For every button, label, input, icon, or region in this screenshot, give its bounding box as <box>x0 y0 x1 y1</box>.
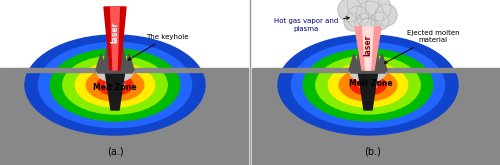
Polygon shape <box>105 70 125 110</box>
Ellipse shape <box>359 80 377 90</box>
Circle shape <box>375 4 397 26</box>
Polygon shape <box>102 48 112 73</box>
Ellipse shape <box>303 49 433 121</box>
Text: laser: laser <box>110 21 120 43</box>
Text: (b.): (b.) <box>364 147 382 157</box>
Polygon shape <box>110 7 120 70</box>
Polygon shape <box>371 48 381 73</box>
Text: Ejected molten
material: Ejected molten material <box>384 31 460 63</box>
Circle shape <box>359 18 377 36</box>
Ellipse shape <box>63 56 167 114</box>
Bar <box>252 70 500 165</box>
Ellipse shape <box>350 75 386 95</box>
Text: Melt Zone: Melt Zone <box>349 80 393 88</box>
Polygon shape <box>358 70 378 110</box>
Ellipse shape <box>364 83 372 87</box>
Circle shape <box>356 1 384 29</box>
Polygon shape <box>363 27 373 70</box>
Text: (a.): (a.) <box>106 147 124 157</box>
Ellipse shape <box>86 69 144 101</box>
Polygon shape <box>355 27 381 70</box>
Polygon shape <box>124 54 134 73</box>
Ellipse shape <box>292 43 444 128</box>
Ellipse shape <box>316 56 420 114</box>
Bar <box>0 0 248 70</box>
Circle shape <box>347 0 379 19</box>
Bar <box>0 70 248 165</box>
Circle shape <box>347 6 369 28</box>
Ellipse shape <box>106 80 124 90</box>
Ellipse shape <box>97 62 133 82</box>
Ellipse shape <box>278 35 458 135</box>
Ellipse shape <box>339 69 397 101</box>
Circle shape <box>344 13 362 31</box>
Text: Hot gas vapor and
plasma: Hot gas vapor and plasma <box>274 17 349 32</box>
Ellipse shape <box>38 43 192 128</box>
Polygon shape <box>366 58 376 73</box>
Bar <box>252 0 500 70</box>
Polygon shape <box>96 54 106 73</box>
Ellipse shape <box>76 63 154 107</box>
Polygon shape <box>377 54 387 73</box>
Bar <box>0 68 248 72</box>
Circle shape <box>338 0 362 22</box>
Polygon shape <box>355 48 365 73</box>
Polygon shape <box>360 58 370 73</box>
Text: The keyhole: The keyhole <box>128 34 188 60</box>
Ellipse shape <box>350 62 386 82</box>
Polygon shape <box>107 58 117 73</box>
Text: laser: laser <box>364 34 372 56</box>
Polygon shape <box>118 48 128 73</box>
Ellipse shape <box>112 83 118 87</box>
Text: Melt Zone: Melt Zone <box>93 83 137 93</box>
Circle shape <box>355 13 375 33</box>
Polygon shape <box>113 58 123 73</box>
Polygon shape <box>104 7 126 70</box>
Ellipse shape <box>97 75 133 95</box>
Circle shape <box>371 12 389 30</box>
Bar <box>252 68 500 72</box>
Ellipse shape <box>50 49 180 121</box>
Ellipse shape <box>25 35 205 135</box>
Circle shape <box>365 0 391 21</box>
Ellipse shape <box>328 63 407 107</box>
Polygon shape <box>349 54 359 73</box>
